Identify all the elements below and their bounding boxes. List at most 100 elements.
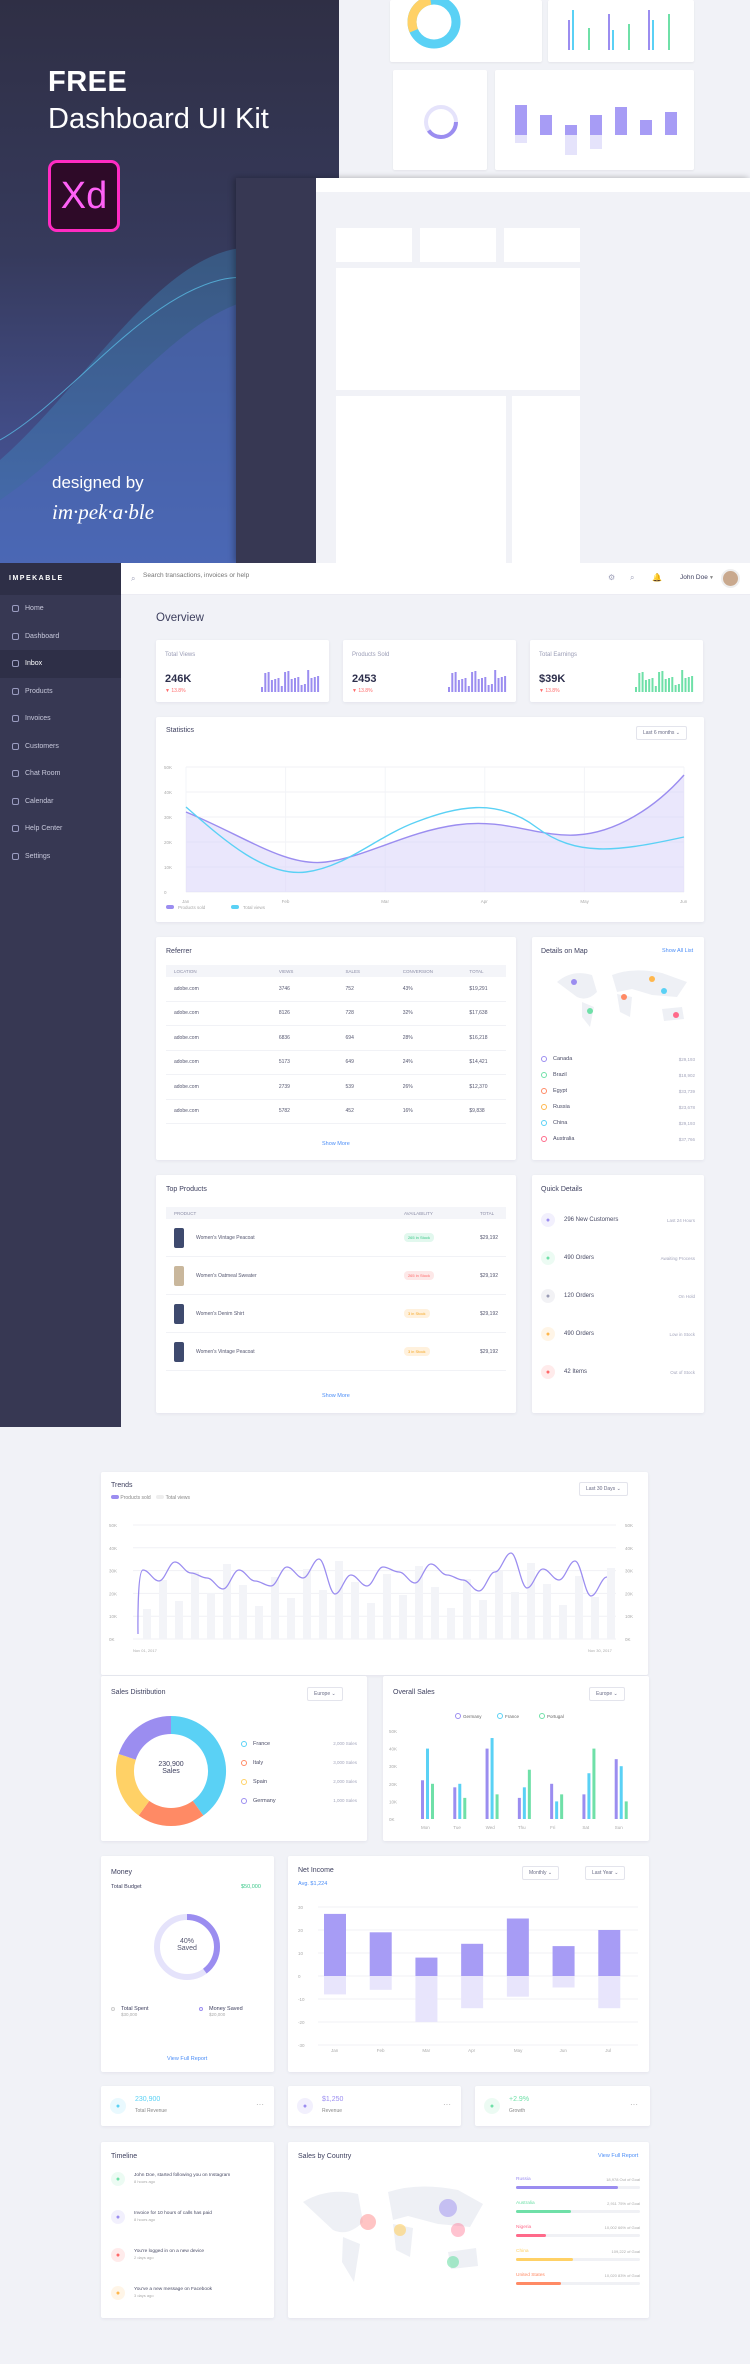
- bell-icon[interactable]: 🔔: [652, 573, 662, 582]
- country-name: Nigeria: [516, 2225, 532, 2230]
- preview-net-income: [495, 70, 694, 170]
- quick-detail-row[interactable]: ● 490 Orders Awaiting Process: [532, 1239, 704, 1277]
- map-row[interactable]: Canada $29,193: [541, 1051, 695, 1067]
- net-range-select[interactable]: Last Year ⌄: [585, 1866, 626, 1880]
- income-bar: [324, 1913, 346, 1976]
- user-name[interactable]: John Doe: [680, 574, 708, 581]
- quick-detail-row[interactable]: ● 296 New Customers Last 24 Hours: [532, 1201, 704, 1239]
- avatar[interactable]: [721, 569, 740, 588]
- quick-detail-row[interactable]: ● 120 Orders On Hold: [532, 1277, 704, 1315]
- table-row[interactable]: Women's Vintage Peacoat 3 in Stock $29,192: [166, 1333, 506, 1371]
- table-row[interactable]: adobe.com 2739 539 26% $12,370: [166, 1075, 506, 1100]
- table-cell: 649: [345, 1059, 354, 1066]
- trend-bar: [191, 1572, 199, 1639]
- sparkbar: [307, 670, 310, 692]
- trends-title: Trends: [111, 1482, 133, 1489]
- trends-range-select[interactable]: Last 30 Days ⌄: [579, 1482, 628, 1496]
- overall-region-select[interactable]: Europe ⌄: [589, 1687, 625, 1701]
- search-input[interactable]: [143, 572, 393, 579]
- expense-bar: [461, 1976, 484, 2009]
- show-more-link[interactable]: Show More: [322, 1393, 350, 1399]
- sidebar-item-settings[interactable]: Settings: [0, 843, 121, 871]
- map-row[interactable]: Egypt $33,739: [541, 1083, 695, 1099]
- country-value: 10,002 66% of Goal: [604, 2225, 640, 2230]
- map-row[interactable]: Brazil $18,902: [541, 1067, 695, 1083]
- range-select[interactable]: Last 6 months ⌄: [636, 726, 687, 740]
- y-tick: 20: [298, 1928, 304, 1933]
- table-cell: $19,291: [469, 985, 488, 992]
- table-row[interactable]: adobe.com 6836 694 28% $16,218: [166, 1026, 506, 1051]
- country-row: China 109,222 of Goal: [516, 2249, 640, 2273]
- table-row[interactable]: Women's Denim Shirt 3 in Stock $29,192: [166, 1295, 506, 1333]
- map-row[interactable]: Australia $37,766: [541, 1131, 695, 1147]
- product-thumbnail: [174, 1227, 184, 1248]
- table-cell: 3746: [278, 985, 290, 992]
- stock-cell: 3 in Stock: [403, 1346, 480, 1356]
- sparkbar: [658, 672, 661, 692]
- legend-value: 3,000 Sales: [333, 1760, 357, 1765]
- table-row[interactable]: adobe.com 3746 752 43% $19,291: [166, 977, 506, 1002]
- product-name: Women's Oatmeal Sweater: [196, 1272, 257, 1279]
- sidebar-item-calendar[interactable]: Calendar: [0, 788, 121, 816]
- more-icon[interactable]: ···: [256, 2100, 264, 2109]
- legend-value: 2,000 Sales: [333, 1741, 357, 1746]
- expense-bar: [324, 1976, 346, 1995]
- page-title: Overview: [156, 612, 204, 624]
- quick-detail-row[interactable]: ● 42 Items Out of Stock: [532, 1353, 704, 1391]
- progress-track: [516, 2186, 640, 2189]
- timeline-text: You've a new message on Facebook: [134, 2287, 213, 2292]
- sidebar-item-products[interactable]: Products: [0, 678, 121, 706]
- view-report-link[interactable]: View Full Report: [167, 2056, 208, 2062]
- timeline-time: 2 days ago: [134, 2255, 154, 2260]
- show-more-link[interactable]: Show More: [322, 1141, 350, 1147]
- sparkbar: [457, 680, 460, 692]
- trend-bar: [511, 1592, 519, 1639]
- sparkbar: [641, 672, 644, 692]
- country-value: $23,678: [678, 1104, 695, 1110]
- table-cell: 16%: [402, 1108, 413, 1115]
- sidebar-item-help-center[interactable]: Help Center: [0, 815, 121, 843]
- timeline-item: ● You're logged in on a new device 2 days …: [111, 2248, 269, 2286]
- user-icon: ●: [541, 1213, 555, 1227]
- sidebar-item-dashboard[interactable]: Dashboard: [0, 623, 121, 651]
- table-cell: 539: [345, 1083, 354, 1090]
- table-row[interactable]: Women's Oatmeal Sweater 265 in Stock $29,1…: [166, 1257, 506, 1295]
- table-header: PRODUCT AVAILABILITY TOTAL: [166, 1207, 506, 1219]
- sidebar-item-invoices[interactable]: Invoices: [0, 705, 121, 733]
- gear-icon[interactable]: ⚙: [608, 573, 616, 582]
- gear-icon: [12, 852, 19, 860]
- region-select[interactable]: Europe ⌄: [307, 1687, 343, 1701]
- table-row[interactable]: adobe.com 8126 728 32% $17,638: [166, 1002, 506, 1026]
- xd-logo: Xd: [48, 160, 120, 232]
- table-row[interactable]: adobe.com 5173 649 24% $14,421: [166, 1051, 506, 1075]
- country-report-link[interactable]: View Full Report: [598, 2153, 639, 2159]
- table-row[interactable]: Women's Vintage Peacoat 265 in Stock $29,1…: [166, 1219, 506, 1257]
- map-row[interactable]: China $29,193: [541, 1115, 695, 1131]
- sales-donut: [116, 1716, 226, 1826]
- table-row[interactable]: adobe.com 5782 452 16% $9,838: [166, 1100, 506, 1124]
- sidebar-item-chat-room[interactable]: Chat Room: [0, 760, 121, 788]
- sidebar-item-inbox[interactable]: Inbox: [0, 650, 121, 678]
- show-all-link[interactable]: Show All List: [662, 948, 694, 954]
- search-icon[interactable]: ⌕: [630, 573, 635, 582]
- country-name: Russia: [516, 2177, 531, 2182]
- y-tick: 50K: [109, 1523, 117, 1528]
- sidebar-item-label: Help Center: [25, 825, 63, 833]
- sidebar-item-customers[interactable]: Customers: [0, 733, 121, 761]
- chevron-down-icon[interactable]: ▼: [709, 575, 714, 581]
- circle-icon: [241, 1759, 247, 1766]
- more-icon[interactable]: ···: [630, 2100, 638, 2109]
- table-cell: 728: [345, 1010, 354, 1017]
- quick-detail-row[interactable]: ● 490 Orders Low in Stock: [532, 1315, 704, 1353]
- map-row[interactable]: Russia $23,678: [541, 1099, 695, 1115]
- sparkbar: [477, 679, 480, 692]
- sidebar-item-home[interactable]: Home: [0, 595, 121, 623]
- y-tick: 30K: [389, 1764, 397, 1769]
- timeline-time: 8 hours ago: [134, 2179, 156, 2184]
- progress-track: [516, 2210, 640, 2213]
- period-select[interactable]: Monthly ⌄: [522, 1866, 560, 1880]
- country-row: Australia 2,911 75% of Goal: [516, 2201, 640, 2225]
- legend-item: France 2,000 Sales: [241, 1734, 357, 1753]
- more-icon[interactable]: ···: [443, 2100, 451, 2109]
- sidebar-item-label: Chat Room: [25, 770, 61, 778]
